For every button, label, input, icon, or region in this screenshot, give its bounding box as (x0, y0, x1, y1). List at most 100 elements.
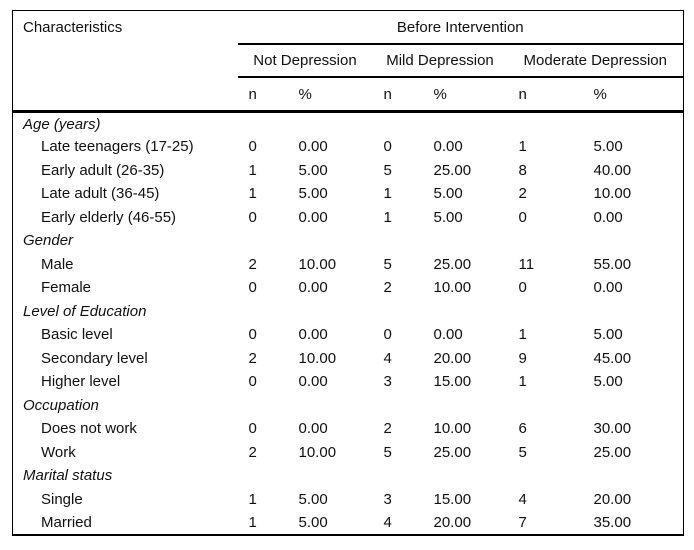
n-value-cell: 0 (383, 326, 392, 344)
data-row: Female 0 0.00 2 10.00 0 0.00 (13, 276, 684, 300)
percent-value-cell: 5.00 (298, 185, 328, 203)
before-intervention-header: Before Intervention (237, 10, 684, 45)
row-label: Basic level (41, 326, 113, 344)
percent-value-cell: 0.00 (298, 138, 328, 156)
section-header-row: Marital status (13, 464, 684, 488)
n-column-header: n (507, 77, 583, 113)
n-value-cell: 1 (518, 373, 527, 391)
percent-value-cell: 10.00 (433, 420, 472, 438)
row-label: Higher level (41, 373, 121, 391)
paper-table-container: Characteristics Before Intervention Not … (12, 10, 685, 536)
data-row: Secondary level 2 10.00 4 20.00 9 45.00 (13, 347, 684, 371)
header-row-1: Characteristics Before Intervention (13, 10, 684, 45)
row-label: Early adult (26-35) (41, 161, 165, 179)
percent-value-cell: 5.00 (593, 138, 623, 156)
empty-header-cell (12, 77, 238, 113)
n-value-cell: 0 (248, 373, 257, 391)
percent-value-cell: 0.00 (298, 373, 328, 391)
n-value-cell: 5 (383, 255, 392, 273)
percent-value-cell: 30.00 (593, 420, 632, 438)
percent-column-header: % (422, 77, 508, 113)
percent-value-cell: 0.00 (298, 326, 328, 344)
table-body: Age (years) Late teenagers (17-25) 0 0.00 0 0… (13, 112, 684, 535)
section-header-row: Level of Education (13, 300, 684, 324)
group-header-moderate-depression: Moderate Depression (507, 44, 684, 78)
section-label: Level of Education (23, 302, 147, 320)
n-column-header: n (372, 77, 423, 113)
n-value-cell: 4 (383, 349, 392, 367)
n-value-cell: 5 (383, 443, 392, 461)
percent-value-cell: 45.00 (593, 349, 632, 367)
data-row: Late adult (36-45) 1 5.00 1 5.00 2 10.00 (13, 182, 684, 206)
data-row: Late teenagers (17-25) 0 0.00 0 0.00 1 5.00 (13, 135, 684, 159)
n-value-cell: 1 (518, 326, 527, 344)
n-value-cell: 0 (248, 138, 257, 156)
section-header-row: Age (years) (13, 112, 684, 136)
characteristics-header: Characteristics (23, 19, 123, 36)
header-row-2: Not Depression Mild Depression Moderate … (13, 44, 684, 78)
n-value-cell: 2 (518, 185, 527, 203)
n-value-cell: 6 (518, 420, 527, 438)
n-value-cell: 2 (383, 420, 392, 438)
data-row: Early elderly (46-55) 0 0.00 1 5.00 0 0.00 (13, 206, 684, 230)
percent-value-cell: 0.00 (593, 208, 623, 226)
n-value-cell: 3 (383, 373, 392, 391)
percent-value-cell: 5.00 (298, 513, 328, 531)
section-label: Age (years) (23, 115, 101, 133)
n-value-cell: 0 (518, 208, 527, 226)
n-value-cell: 0 (248, 279, 257, 297)
n-column-header: n (237, 77, 288, 113)
percent-value-cell: 5.00 (298, 161, 328, 179)
n-value-cell: 8 (518, 161, 527, 179)
n-value-cell: 2 (248, 443, 257, 461)
group-header-mild-depression: Mild Depression (372, 44, 508, 78)
percent-value-cell: 0.00 (298, 279, 328, 297)
row-label: Female (41, 279, 92, 297)
n-value-cell: 7 (518, 513, 527, 531)
n-value-cell: 2 (248, 255, 257, 273)
n-value-cell: 0 (383, 138, 392, 156)
percent-value-cell: 25.00 (433, 443, 472, 461)
percent-value-cell: 25.00 (593, 443, 632, 461)
percent-value-cell: 10.00 (298, 349, 337, 367)
data-row: Higher level 0 0.00 3 15.00 1 5.00 (13, 370, 684, 394)
n-value-cell: 5 (383, 161, 392, 179)
n-value-cell: 1 (248, 513, 257, 531)
n-value-cell: 1 (383, 208, 392, 226)
row-label: Late adult (36-45) (41, 185, 160, 203)
percent-value-cell: 25.00 (433, 255, 472, 273)
percent-value-cell: 5.00 (433, 185, 463, 203)
n-value-cell: 1 (518, 138, 527, 156)
percent-value-cell: 25.00 (433, 161, 472, 179)
n-value-cell: 0 (518, 279, 527, 297)
data-row: Early adult (26-35) 1 5.00 5 25.00 8 40.00 (13, 159, 684, 183)
row-label: Late teenagers (17-25) (41, 138, 194, 156)
n-value-cell: 1 (383, 185, 392, 203)
percent-value-cell: 20.00 (433, 349, 472, 367)
characteristics-table: Characteristics Before Intervention Not … (12, 10, 685, 536)
percent-value-cell: 55.00 (593, 255, 632, 273)
row-label: Does not work (41, 420, 137, 438)
n-value-cell: 1 (248, 161, 257, 179)
section-label: Gender (23, 232, 74, 250)
data-row: Does not work 0 0.00 2 10.00 6 30.00 (13, 417, 684, 441)
percent-value-cell: 10.00 (298, 443, 337, 461)
n-value-cell: 1 (248, 185, 257, 203)
n-value-cell: 2 (248, 349, 257, 367)
percent-value-cell: 5.00 (593, 326, 623, 344)
n-value-cell: 0 (248, 208, 257, 226)
data-row: Work 2 10.00 5 25.00 5 25.00 (13, 441, 684, 465)
data-row: Single 1 5.00 3 15.00 4 20.00 (13, 488, 684, 512)
row-label: Early elderly (46-55) (41, 208, 177, 226)
percent-value-cell: 10.00 (298, 255, 337, 273)
row-label: Work (41, 443, 76, 461)
percent-value-cell: 0.00 (433, 326, 463, 344)
row-label: Married (41, 513, 92, 531)
percent-value-cell: 10.00 (593, 185, 632, 203)
percent-value-cell: 0.00 (593, 279, 623, 297)
percent-value-cell: 40.00 (593, 161, 632, 179)
empty-header-cell (13, 44, 238, 77)
section-header-row: Occupation (13, 394, 684, 418)
percent-value-cell: 5.00 (298, 490, 328, 508)
n-value-cell: 11 (518, 255, 535, 273)
